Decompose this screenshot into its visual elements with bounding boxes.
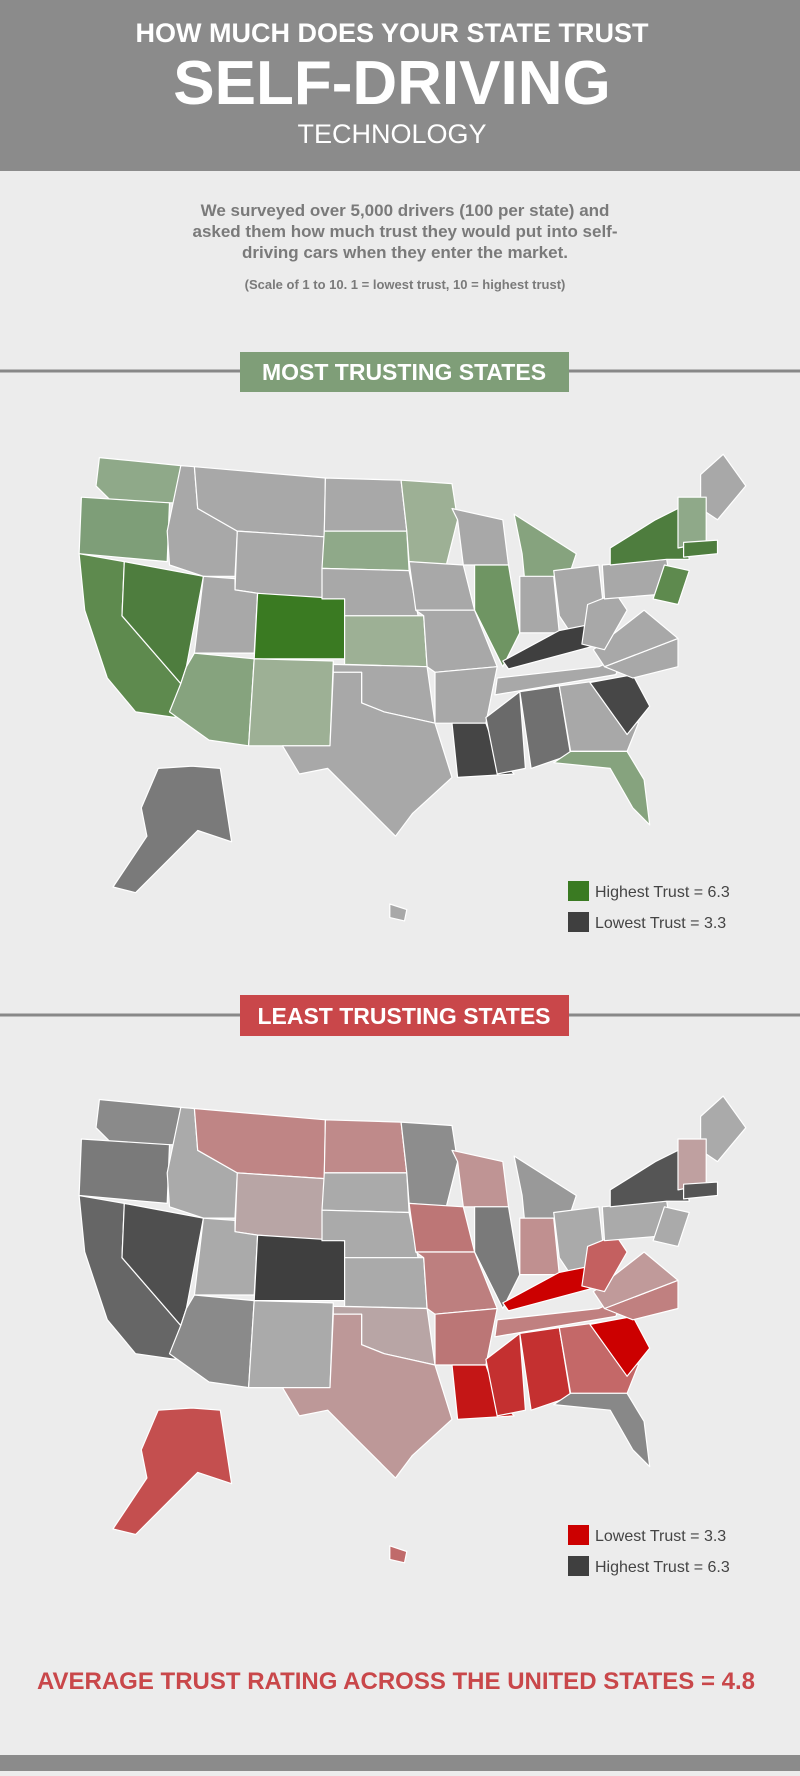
state-shape bbox=[281, 1313, 453, 1479]
state-shape bbox=[248, 658, 334, 747]
state-shape bbox=[652, 1206, 690, 1248]
intro-note: (Scale of 1 to 10. 1 = lowest trust, 10 … bbox=[245, 277, 566, 292]
legend-label: Lowest Trust = 3.3 bbox=[595, 1528, 726, 1545]
state-shape bbox=[234, 530, 325, 600]
state-shape bbox=[248, 1299, 334, 1389]
state-shape bbox=[434, 1307, 498, 1366]
header-line: TECHNOLOGY bbox=[297, 119, 486, 149]
state-shape bbox=[281, 671, 453, 837]
state-shape bbox=[408, 1202, 476, 1253]
state-shape bbox=[652, 564, 690, 606]
legend-swatch bbox=[568, 881, 589, 901]
state-shape bbox=[589, 1315, 651, 1377]
state-shape bbox=[474, 1206, 521, 1310]
state-shape bbox=[485, 1332, 527, 1417]
state-shape bbox=[553, 750, 651, 826]
state-shape bbox=[78, 1138, 171, 1205]
state-shape bbox=[400, 479, 459, 566]
state-shape bbox=[321, 1172, 410, 1214]
intro-line: We surveyed over 5,000 drivers (100 per … bbox=[201, 201, 610, 220]
header-title: SELF-DRIVING bbox=[173, 49, 610, 118]
state-shape bbox=[592, 1251, 679, 1310]
state-shape bbox=[389, 1545, 408, 1564]
state-shape bbox=[589, 673, 651, 736]
section-title: MOST TRUSTING STATES bbox=[262, 359, 546, 385]
footer-band bbox=[0, 1755, 800, 1771]
intro-line: driving cars when they enter the market. bbox=[242, 243, 568, 262]
state-shape bbox=[112, 1407, 233, 1536]
state-shape bbox=[434, 666, 498, 724]
state-shape bbox=[519, 575, 560, 634]
state-shape bbox=[95, 457, 182, 504]
state-shape bbox=[95, 1098, 182, 1146]
state-shape bbox=[400, 1121, 459, 1208]
state-shape bbox=[485, 690, 527, 775]
state-shape bbox=[553, 1392, 651, 1468]
state-shape bbox=[112, 765, 233, 894]
header-line: HOW MUCH DOES YOUR STATE TRUST bbox=[136, 18, 650, 48]
section-title: LEAST TRUSTING STATES bbox=[257, 1003, 550, 1029]
section-banner bbox=[240, 995, 569, 1036]
state-shape bbox=[474, 564, 521, 668]
state-shape bbox=[609, 1149, 690, 1208]
state-shape bbox=[344, 615, 428, 668]
footer-text: AVERAGE TRUST RATING ACROSS THE UNITED S… bbox=[37, 1668, 755, 1695]
section-banner bbox=[240, 352, 569, 392]
us-map bbox=[78, 453, 747, 922]
state-shape bbox=[253, 1234, 346, 1302]
us-map bbox=[78, 1095, 747, 1564]
state-shape bbox=[321, 530, 410, 572]
state-shape bbox=[344, 1257, 428, 1310]
state-shape bbox=[253, 592, 346, 660]
state-shape bbox=[519, 1217, 560, 1276]
legend-swatch bbox=[568, 912, 589, 932]
state-shape bbox=[323, 1119, 408, 1174]
intro-line: asked them how much trust they would put… bbox=[192, 222, 617, 241]
state-shape bbox=[609, 507, 690, 566]
state-shape bbox=[682, 539, 719, 558]
state-shape bbox=[677, 496, 707, 549]
state-shape bbox=[592, 609, 679, 668]
state-shape bbox=[234, 1172, 325, 1242]
state-shape bbox=[389, 903, 408, 922]
state-shape bbox=[408, 560, 476, 611]
state-shape bbox=[323, 477, 408, 532]
header-band bbox=[0, 0, 800, 171]
legend-label: Highest Trust = 6.3 bbox=[595, 1559, 730, 1576]
legend-label: Highest Trust = 6.3 bbox=[595, 884, 730, 901]
legend-swatch bbox=[568, 1525, 589, 1545]
state-shape bbox=[78, 496, 171, 563]
state-shape bbox=[682, 1181, 719, 1200]
legend-swatch bbox=[568, 1556, 589, 1576]
legend-label: Lowest Trust = 3.3 bbox=[595, 915, 726, 932]
state-shape bbox=[677, 1138, 707, 1191]
